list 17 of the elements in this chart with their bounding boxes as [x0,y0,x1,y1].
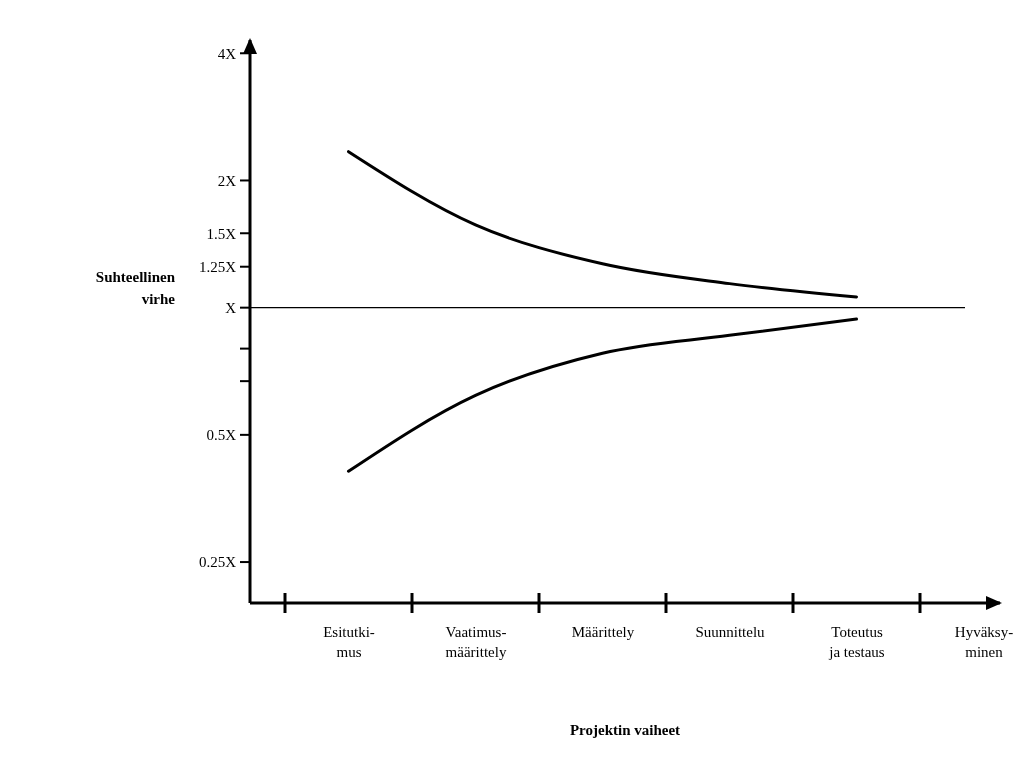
y-tick-label: 4X [217,45,237,62]
y-tick-label: 2X [217,172,237,189]
x-axis-title: Projektin vaiheet [569,722,681,738]
y-tick-label: X [225,299,237,316]
y-tick-label: 0.25X [198,554,237,571]
y-tick-label: 1.5X [206,225,237,242]
x-tick-label: Vaatimus- määrittely [445,624,507,660]
x-tick-label: Toteutus ja testaus [828,624,885,660]
y-axis-title: Suhteellinen virhe [95,269,176,307]
y-tick-label: 1.25X [198,258,237,275]
line-series [347,150,858,299]
x-tick-label: Määrittely [571,624,635,640]
y-tick-label: 0.5X [206,427,237,444]
x-tick-label: Esitutki- mus [323,624,375,660]
x-tick-label: Hyväksy- minen [954,624,1014,660]
x-tick-label: Suunnittelu [695,624,766,640]
line-series [347,317,858,473]
